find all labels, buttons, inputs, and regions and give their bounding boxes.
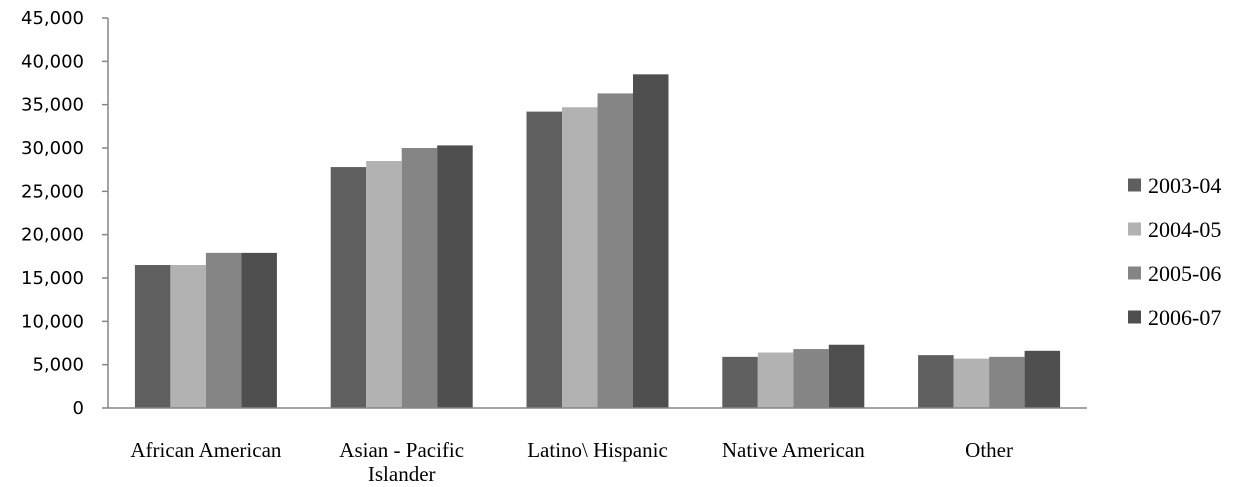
legend: 2003-04 2004-05 2005-06 2006-07 xyxy=(1128,173,1221,330)
y-tick-label: 30,000 xyxy=(21,138,84,159)
y-tick-label: 20,000 xyxy=(21,225,84,246)
bar-2003-04-0 xyxy=(134,265,171,408)
bar-2004-05-1 xyxy=(366,161,402,408)
y-tick-label: 35,000 xyxy=(21,95,84,116)
bar-2005-06-2 xyxy=(597,93,633,409)
bar-2005-06-1 xyxy=(401,148,438,408)
legend-swatch xyxy=(1128,310,1141,324)
x-category-label: Native American xyxy=(722,438,865,462)
legend-label: 2003-04 xyxy=(1148,173,1221,198)
x-axis-category-labels: African American Asian - Pacific Islander L… xyxy=(130,438,1013,486)
legend-swatch xyxy=(1128,178,1141,192)
bar-2004-05-2 xyxy=(562,107,598,409)
y-tick-label: 40,000 xyxy=(21,51,84,72)
bar-2003-04-2 xyxy=(526,111,562,408)
bar-2004-05-4 xyxy=(953,358,990,408)
bar-2005-06-0 xyxy=(205,252,242,408)
y-tick-label: 5,000 xyxy=(32,355,84,376)
bar-2005-06-4 xyxy=(989,356,1025,408)
bar-2003-04-1 xyxy=(330,167,367,408)
y-tick-label: 45,000 xyxy=(21,8,84,29)
legend-label: 2005-06 xyxy=(1148,261,1221,286)
bar-2005-06-3 xyxy=(793,349,829,408)
bar-2003-04-4 xyxy=(918,355,954,408)
bar-2006-07-2 xyxy=(633,74,669,408)
x-category-label: African American xyxy=(130,438,282,462)
bar-2006-07-3 xyxy=(828,344,865,408)
legend-swatch xyxy=(1128,222,1141,236)
bar-2006-07-1 xyxy=(437,145,473,408)
x-category-label: Asian - Pacific Islander xyxy=(339,438,464,486)
y-tick-label: 0 xyxy=(73,398,84,419)
bar-2006-07-0 xyxy=(241,252,277,408)
legend-label: 2004-05 xyxy=(1148,217,1221,242)
y-tick-label: 10,000 xyxy=(21,311,84,332)
y-tick-label: 25,000 xyxy=(21,181,84,202)
y-axis-tick-labels: 0 5,000 10,000 15,000 20,000 25,000 30,000 35,0… xyxy=(21,8,108,419)
plot-area xyxy=(134,74,1061,409)
y-tick-label: 15,000 xyxy=(21,268,84,289)
bar-2006-07-4 xyxy=(1024,350,1061,408)
x-category-label: Other xyxy=(965,438,1013,462)
x-category-label: Latino\ Hispanic xyxy=(527,438,668,462)
legend-swatch xyxy=(1128,266,1141,280)
bar-2004-05-3 xyxy=(757,352,794,408)
bar-2004-05-0 xyxy=(170,265,206,408)
legend-label: 2006-07 xyxy=(1148,305,1221,330)
bar-2003-04-3 xyxy=(722,356,758,408)
